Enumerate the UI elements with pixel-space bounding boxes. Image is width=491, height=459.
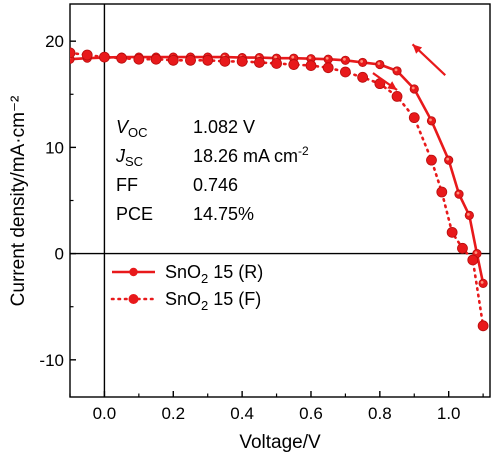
data-point xyxy=(70,47,76,59)
arrow-head xyxy=(387,81,398,91)
series-line xyxy=(70,51,485,328)
data-point xyxy=(271,58,282,69)
data-point xyxy=(426,116,437,126)
forward-scan-arrow xyxy=(372,72,398,91)
data-point xyxy=(375,59,385,70)
data-point xyxy=(253,57,265,68)
legend-entry: SnO2 15 (F) xyxy=(110,289,261,313)
parameter-annotations: VOC 1.082 V JSC 18.26 mA cm-2 FF 0.746 PCE 14.7… xyxy=(115,117,309,224)
annotation-value: 0.746 xyxy=(193,175,238,195)
annotation-label: PCE xyxy=(116,204,153,224)
series-sno2-15-f- xyxy=(70,47,489,332)
legend-marker xyxy=(129,267,138,277)
data-point xyxy=(408,112,420,124)
data-point xyxy=(391,91,403,102)
data-point xyxy=(357,71,369,83)
annotation-row: VOC 1.082 V xyxy=(116,117,255,140)
data-point xyxy=(322,62,334,74)
data-point xyxy=(167,54,179,66)
data-point xyxy=(446,226,458,238)
x-tick-label: 0.2 xyxy=(161,404,185,423)
data-point xyxy=(477,320,489,332)
annotation-value: 18.26 mA cm-2 xyxy=(193,144,309,166)
x-axis-label: Voltage/V xyxy=(239,432,321,453)
data-point xyxy=(340,66,351,78)
annotation-value: 14.75% xyxy=(193,204,254,224)
annotation-value: 1.082 V xyxy=(193,117,255,137)
series-sno2-15-r- xyxy=(70,52,488,288)
annotation-row: JSC 18.26 mA cm-2 xyxy=(115,144,309,169)
data-point xyxy=(467,254,479,266)
x-tick-label: 0.0 xyxy=(93,404,117,423)
data-point-highlight xyxy=(308,56,312,60)
legend: SnO2 15 (R) SnO2 15 (F) xyxy=(110,262,263,313)
data-point-highlight xyxy=(325,56,329,60)
data-point xyxy=(478,278,488,288)
series-line xyxy=(70,55,485,284)
data-point-highlight xyxy=(429,118,432,122)
data-point xyxy=(464,210,474,220)
data-point xyxy=(99,51,110,63)
axis-ticks: 0.0 0.2 0.4 0.6 0.8 1.0 -10 0 10 20 xyxy=(39,32,484,423)
data-point xyxy=(409,84,419,94)
data-point xyxy=(81,49,93,61)
data-point-highlight xyxy=(291,55,295,59)
legend-entry: SnO2 15 (R) xyxy=(112,262,263,286)
data-point xyxy=(392,66,402,76)
legend-marker xyxy=(128,294,139,304)
data-point-highlight xyxy=(411,86,415,90)
data-point-highlight xyxy=(343,57,346,61)
direction-arrows xyxy=(372,43,447,91)
data-point xyxy=(202,54,214,66)
data-point-highlight xyxy=(480,280,484,284)
data-point xyxy=(426,154,437,166)
data-point xyxy=(133,53,145,65)
y-tick-label: 20 xyxy=(45,32,64,51)
data-point-highlight xyxy=(456,191,460,195)
data-point xyxy=(444,155,454,165)
data-point xyxy=(454,189,464,199)
series-layer xyxy=(70,47,489,332)
data-point-highlight xyxy=(466,212,470,216)
data-point xyxy=(116,52,128,64)
data-point xyxy=(457,242,468,254)
data-point-highlight xyxy=(394,68,398,72)
annotation-row: FF 0.746 xyxy=(116,175,238,195)
data-point xyxy=(358,57,368,68)
data-point xyxy=(305,60,317,72)
data-point-highlight xyxy=(446,157,450,161)
data-point xyxy=(288,59,300,70)
arrow-head xyxy=(412,44,423,54)
data-point-highlight xyxy=(360,60,364,63)
y-tick-label: 10 xyxy=(45,138,64,157)
data-point-highlight xyxy=(474,251,478,255)
y-axis-label: Current density/mA·cm⁻² xyxy=(8,96,29,307)
x-tick-label: 0.8 xyxy=(368,404,392,423)
y-tick-label: 0 xyxy=(55,245,64,264)
reverse-scan-arrow xyxy=(411,43,447,76)
data-point xyxy=(323,54,333,64)
annotation-label: JSC xyxy=(115,146,143,169)
data-point xyxy=(236,55,248,67)
data-point xyxy=(219,55,231,67)
data-point xyxy=(150,53,162,65)
legend-label: SnO2 15 (R) xyxy=(165,262,263,286)
data-point-highlight xyxy=(274,55,277,59)
annotation-label: FF xyxy=(116,175,138,195)
data-point xyxy=(436,186,448,198)
x-tick-label: 1.0 xyxy=(437,404,461,423)
x-tick-label: 0.6 xyxy=(299,404,323,423)
y-tick-label: -10 xyxy=(39,351,64,370)
data-point xyxy=(340,55,351,65)
legend-label: SnO2 15 (F) xyxy=(165,289,261,313)
data-point xyxy=(185,54,196,66)
data-point-highlight xyxy=(377,62,381,65)
annotation-label: VOC xyxy=(116,117,148,140)
annotation-row: PCE 14.75% xyxy=(116,204,254,224)
x-tick-label: 0.4 xyxy=(230,404,254,423)
